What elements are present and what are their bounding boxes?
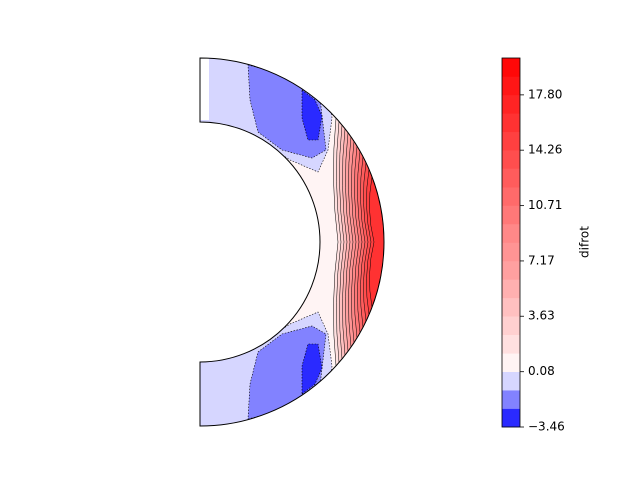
colorbar-band [502, 113, 520, 133]
colorbar-tick-label: 14.26 [528, 143, 562, 157]
colorbar-tick-label: 10.71 [528, 198, 562, 212]
colorbar-band [502, 297, 520, 317]
colorbar-tick-label: 7.17 [528, 253, 555, 267]
colorbar-band [502, 76, 520, 96]
colorbar-band [502, 168, 520, 188]
colorbar-band [502, 187, 520, 206]
colorbar-band [502, 224, 520, 243]
colorbar-band [502, 242, 520, 262]
colorbar: −3.46 0.08 3.63 7.17 10.71 14.26 17.80 [501, 57, 565, 434]
colorbar-band [502, 131, 520, 151]
band-region [301, 343, 323, 395]
colorbar-tick-label: 3.63 [528, 309, 555, 323]
colorbar-band [502, 390, 520, 409]
colorbar-tick-label: 17.80 [528, 87, 562, 101]
colorbar-tick-label: −3.46 [528, 420, 565, 434]
colorbar-band [502, 279, 520, 299]
colorbar-band [502, 150, 520, 169]
colorbar-band [502, 205, 520, 225]
colorbar-band [502, 371, 520, 391]
colorbar-band [502, 334, 520, 354]
colorbar-frame [501, 57, 521, 428]
colorbar-band [502, 316, 520, 335]
colorbar-band [502, 408, 520, 428]
colorbar-band [502, 353, 520, 372]
band-region [301, 89, 323, 141]
colorbar-band [502, 94, 520, 114]
band-region [200, 58, 209, 120]
colorbar-band [502, 58, 520, 77]
colorbar-label: difrot [578, 226, 592, 258]
colorbar-band [502, 260, 520, 280]
colorbar-tick-label: 0.08 [528, 364, 555, 378]
domain-outline [199, 57, 385, 427]
contour-field [200, 58, 384, 426]
